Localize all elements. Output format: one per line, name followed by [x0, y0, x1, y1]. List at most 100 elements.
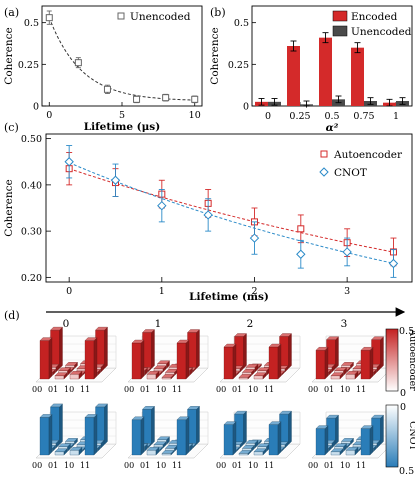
d-bar-top — [39, 337, 53, 341]
c-data-point — [388, 258, 399, 269]
panel-label-b: (b) — [210, 6, 226, 19]
d-bar-front — [131, 419, 142, 456]
panel-d-bar-plots: 00 01 10 11 00 01 10 11 00 01 10 11 00 01 10 11 00 01 10 11… — [32, 326, 393, 470]
c-data-point — [64, 157, 74, 167]
d-bar-top — [268, 421, 282, 425]
b-xtick-label: 0.25 — [289, 111, 310, 122]
d-bar-top — [360, 425, 374, 429]
d-bar-top — [39, 414, 53, 418]
a-ytick-label: 0.25 — [18, 60, 39, 71]
d-basis-label: 01 — [48, 385, 58, 394]
c-data-point — [249, 233, 260, 243]
a-data-point — [191, 95, 199, 103]
d-bar-front — [345, 450, 356, 456]
d-bar-front — [54, 451, 65, 456]
d-basis-label: 11 — [172, 461, 182, 470]
d-basis-label: 01 — [232, 461, 242, 470]
d-column-label: 3 — [341, 318, 348, 330]
d-bar-top — [245, 364, 259, 368]
panel-a-legend: Unencoded — [117, 11, 191, 23]
d-column-label: 0 — [63, 318, 70, 330]
d-bar-top — [153, 365, 167, 369]
panel-d-column-labels: 0 1 2 3 — [63, 318, 348, 330]
d-bar-top — [65, 362, 78, 366]
d-bar-top — [334, 367, 347, 371]
panel-c-ticks: 0 1 2 3 0.20 0.30 0.40 0.50 — [21, 134, 350, 297]
d-bar-front — [315, 350, 326, 380]
d-bar-top — [69, 371, 83, 375]
d-bar-top — [234, 410, 247, 415]
panel-c-points — [64, 145, 399, 278]
c-xtick-label: 3 — [344, 286, 350, 297]
d-bar-top — [223, 421, 237, 425]
d-basis-label: 00 — [308, 461, 318, 470]
d-bar-top — [279, 333, 292, 337]
d-bar-top — [161, 450, 175, 454]
colorbar-cnot-min: 0 — [400, 402, 406, 413]
d-basis-label: 11 — [172, 385, 182, 394]
d-bar-front — [253, 451, 264, 456]
d-basis-label: 01 — [232, 385, 242, 394]
d-bar-side — [335, 414, 339, 445]
d-bar-side — [104, 403, 108, 445]
d-bar-front — [161, 377, 172, 380]
d-bar-top — [50, 403, 63, 408]
d-bar-side — [93, 337, 98, 380]
c-data-point — [342, 247, 352, 257]
d-basis-label: 00 — [32, 461, 42, 470]
d-bar-side — [185, 339, 190, 380]
panel-a-ticks: 0 5 10 0 0.25 0.5 — [18, 18, 201, 121]
d-bar-front — [176, 342, 187, 380]
panel-a-chart: 0 5 10 0 0.25 0.5 Unencoded Lifetime (μs) Coh… — [3, 5, 203, 133]
panel-b-xlabel: α² — [326, 122, 339, 134]
legend-marker-unencoded — [117, 12, 125, 20]
d-bar-side — [380, 414, 384, 445]
d-basis-label: 00 — [124, 461, 134, 470]
d-bar-front — [54, 375, 65, 380]
d-bar-top — [242, 445, 255, 449]
d-bar-front — [238, 453, 249, 456]
d-bar-front — [238, 377, 249, 380]
d-basis-label: 01 — [140, 385, 150, 394]
d-bar-side — [185, 416, 190, 456]
c-ytick-label: 0.30 — [21, 227, 42, 238]
d-bar-top — [234, 333, 247, 337]
d-bar-plot-autoencoder-2: 00 01 10 11 — [216, 333, 301, 394]
d-bar-front — [39, 417, 50, 456]
d-bar-top — [157, 436, 170, 440]
d-bar-top — [54, 448, 68, 452]
d-bar-top — [371, 414, 384, 419]
d-bar-top — [223, 343, 237, 348]
d-bar-top — [253, 448, 267, 452]
panel-a-fit-curve — [48, 17, 195, 101]
d-bar-top — [161, 374, 175, 378]
d-bar-side — [277, 421, 282, 456]
colorbar-cnot-label: CNOT — [407, 421, 415, 451]
a-xtick-label: 0 — [46, 110, 52, 121]
d-bar-front — [84, 340, 95, 380]
d-bar-top — [341, 438, 354, 442]
legend-swatch-unencoded — [332, 25, 348, 37]
d-bar-front — [330, 451, 341, 456]
d-bar-plot-cnot-3: 00 01 10 11 — [308, 411, 393, 470]
a-ytick-label: 0.5 — [24, 18, 39, 29]
d-bar-top — [95, 326, 108, 331]
legend-label-unencoded: Unencoded — [130, 11, 191, 23]
d-bar-side — [151, 405, 155, 445]
d-basis-label: 01 — [324, 385, 334, 394]
d-bar-top — [131, 416, 145, 420]
a-data-point — [133, 95, 141, 103]
d-bar-top — [176, 416, 190, 420]
d-bar-front — [268, 346, 279, 380]
d-bar-side — [335, 336, 339, 369]
d-bar-side — [48, 414, 53, 456]
d-bar-front — [146, 450, 157, 456]
d-bar-front — [146, 374, 157, 380]
legend-marker-autoencoder — [320, 150, 328, 158]
legend-swatch-encoded — [332, 10, 348, 22]
d-bar-front — [360, 428, 371, 456]
d-bar-top — [360, 347, 374, 351]
b-xtick-label: 0 — [265, 111, 271, 122]
c-data-point — [157, 200, 167, 211]
d-basis-label: 10 — [340, 385, 350, 394]
